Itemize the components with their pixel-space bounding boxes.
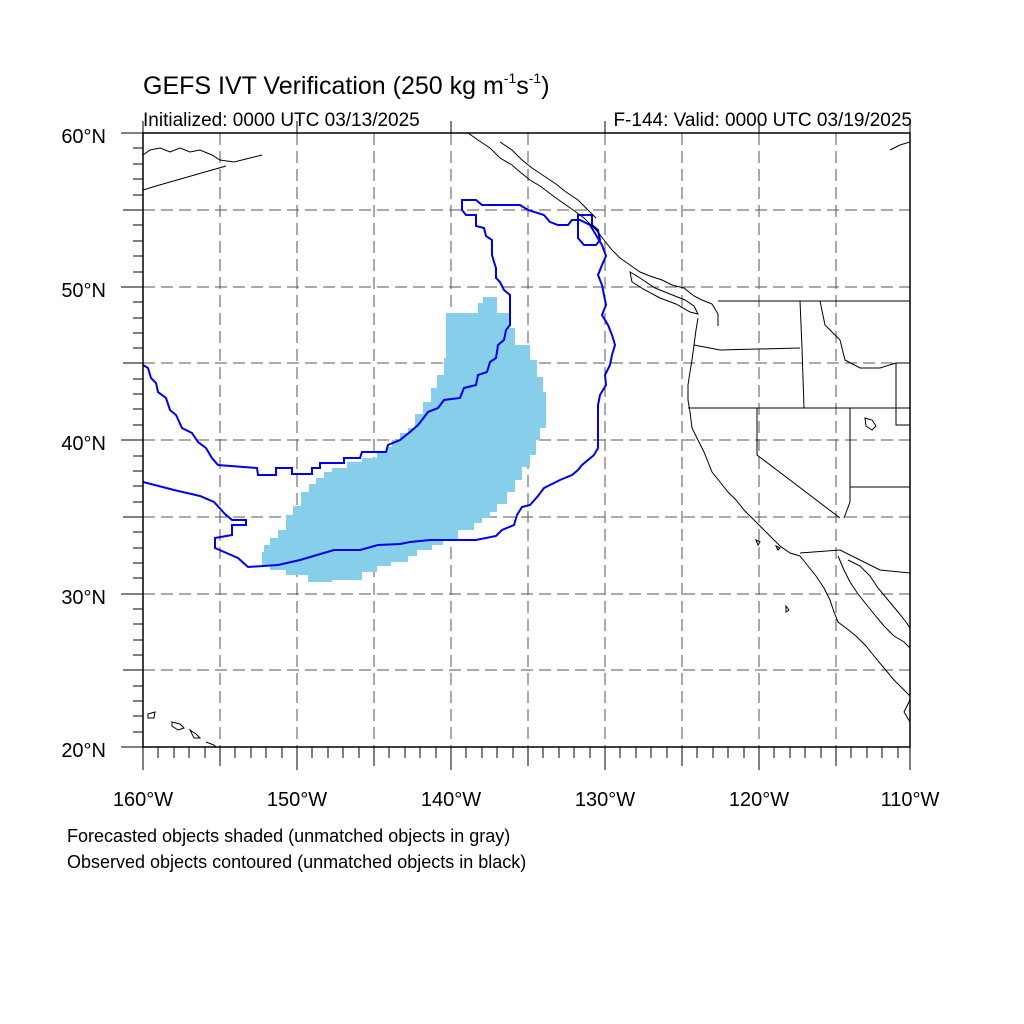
lon-label-140w: 140°W [421,789,481,811]
lat-label-50n: 50°N [61,280,106,302]
tick-marks [121,121,911,770]
lat-label-20n: 20°N [61,740,106,762]
valid-time-label: F-144: Valid: 0000 UTC 03/19/2025 [613,110,912,131]
lon-label-150w: 150°W [267,789,327,811]
lon-label-120w: 120°W [729,789,789,811]
forecast-object [262,297,546,582]
legend-forecast-note: Forecasted objects shaded (unmatched obj… [67,826,511,846]
observed-contour-1 [143,199,617,569]
initialized-label: Initialized: 0000 UTC 03/13/2025 [143,110,420,131]
state-boundaries [688,300,910,574]
lat-label-40n: 40°N [61,433,106,455]
observed-contour-2 [577,214,602,246]
coastlines [143,133,910,747]
lon-label-130w: 130°W [575,789,635,811]
lat-label-60n: 60°N [61,126,106,148]
legend-observed-note: Observed objects contoured (unmatched ob… [67,852,527,872]
lon-label-110w: 110°W [881,789,940,811]
lat-label-30n: 30°N [61,587,106,609]
map-title: GEFS IVT Verification (250 kg m-1s-1) [143,70,550,100]
lon-label-160w: 160°W [113,789,173,811]
